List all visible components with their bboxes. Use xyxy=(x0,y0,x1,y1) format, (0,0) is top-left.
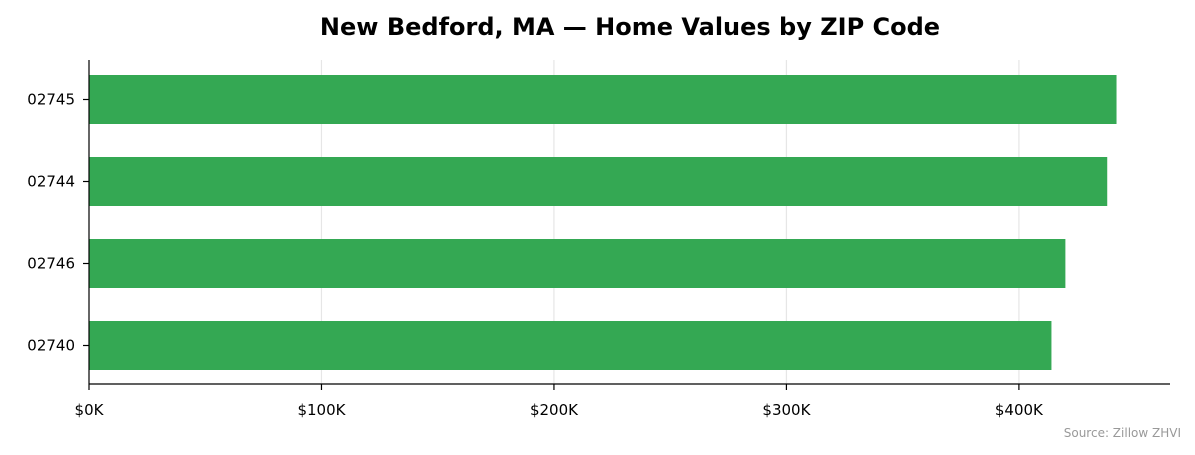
bar-02744 xyxy=(89,157,1108,206)
bar-02745 xyxy=(89,75,1117,124)
y-tick-label: 02746 xyxy=(27,255,75,273)
x-tick-label: $400K xyxy=(995,401,1044,419)
bars-layer xyxy=(89,75,1117,370)
bar-02740 xyxy=(89,321,1052,370)
labels-layer: $0K $100K $200K $300K $400K 02745 02744 02746 02… xyxy=(27,91,1044,420)
axes-layer xyxy=(83,60,1170,390)
bar-02746 xyxy=(89,239,1066,288)
x-tick-label: $100K xyxy=(297,401,346,419)
y-tick-label: 02744 xyxy=(27,173,75,191)
x-tick-label: $300K xyxy=(762,401,811,419)
chart-title: New Bedford, MA — Home Values by ZIP Cod… xyxy=(320,13,940,41)
y-tick-label: 02745 xyxy=(27,91,75,109)
y-tick-label: 02740 xyxy=(27,337,75,355)
x-tick-label: $200K xyxy=(530,401,579,419)
x-tick-label: $0K xyxy=(75,401,105,419)
source-note: Source: Zillow ZHVI xyxy=(1064,426,1181,440)
